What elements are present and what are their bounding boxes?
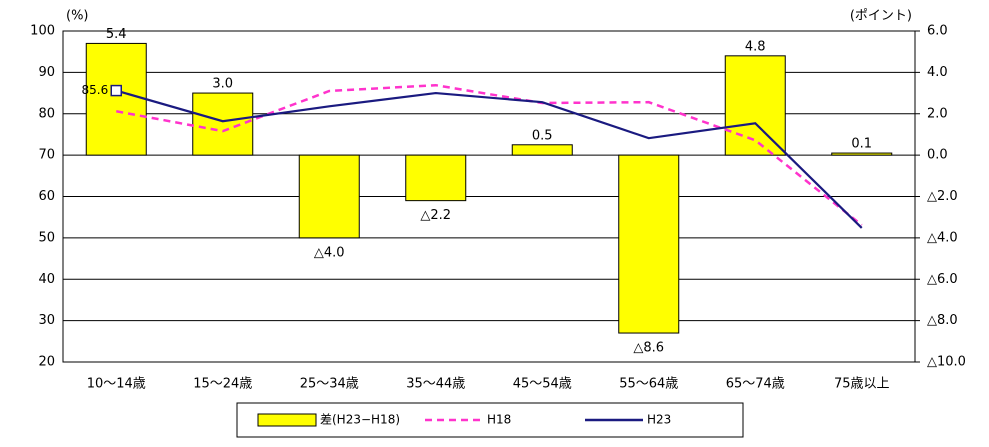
point-label: 85.6 (82, 83, 109, 97)
y-tick-label: 100 (30, 24, 55, 39)
bar (405, 154, 467, 202)
point-marker (110, 84, 122, 97)
y2-tick-label: △6.0 (927, 272, 958, 287)
line (116, 83, 863, 227)
y2-unit: (ポイント) (850, 9, 912, 24)
legend-box (236, 402, 744, 438)
y-tick-label: 70 (38, 148, 55, 163)
bar (298, 154, 360, 239)
y-tick-label: 50 (38, 230, 55, 245)
bar (618, 154, 680, 334)
bar-label: 0.1 (851, 137, 872, 152)
x-tick-label: 35～44歳 (406, 377, 465, 392)
legend-swatch (257, 413, 317, 427)
plot-border (62, 30, 916, 363)
y-tick-label: 40 (38, 272, 55, 287)
legend-label: H18 (487, 413, 511, 427)
x-tick-label: 65～74歳 (726, 377, 785, 392)
x-tick-label: 75歳以上 (834, 377, 890, 392)
bar-label: 3.0 (212, 77, 233, 92)
y2-tick-label: △2.0 (927, 189, 958, 204)
x-tick-label: 10～14歳 (87, 377, 146, 392)
bar (85, 42, 147, 156)
x-tick-label: 45～54歳 (513, 377, 572, 392)
y-tick-label: 90 (38, 65, 55, 80)
y2-tick-label: △8.0 (927, 313, 958, 328)
bar (831, 152, 893, 156)
legend-label: H23 (647, 413, 671, 427)
y2-tick-label: △4.0 (927, 230, 958, 245)
y-unit: (%) (66, 9, 89, 24)
x-tick-label: 15～24歳 (193, 377, 252, 392)
y2-tick-label: 4.0 (927, 65, 948, 80)
y-tick-label: 30 (38, 313, 55, 328)
bar (511, 144, 573, 156)
bar-label: △8.6 (633, 341, 664, 356)
x-tick-label: 55～64歳 (619, 377, 678, 392)
line (115, 89, 863, 229)
bar (724, 55, 786, 156)
x-tick-label: 25～34歳 (300, 377, 359, 392)
y2-tick-label: 2.0 (927, 106, 948, 121)
bar-label: △4.0 (314, 245, 345, 260)
y2-tick-label: 0.0 (927, 148, 948, 163)
y2-tick-label: △10.0 (927, 355, 966, 370)
y-tick-label: 80 (38, 106, 55, 121)
bar-label: △2.2 (420, 208, 451, 223)
y2-tick-label: 6.0 (927, 24, 948, 39)
bar-label: 0.5 (532, 128, 553, 143)
y-tick-label: 20 (38, 355, 55, 370)
bar-label: 4.8 (745, 39, 766, 54)
bar-label: 5.4 (106, 27, 127, 42)
legend-label: 差(H23−H18) (320, 413, 400, 427)
bar (192, 92, 254, 156)
y-tick-label: 60 (38, 189, 55, 204)
